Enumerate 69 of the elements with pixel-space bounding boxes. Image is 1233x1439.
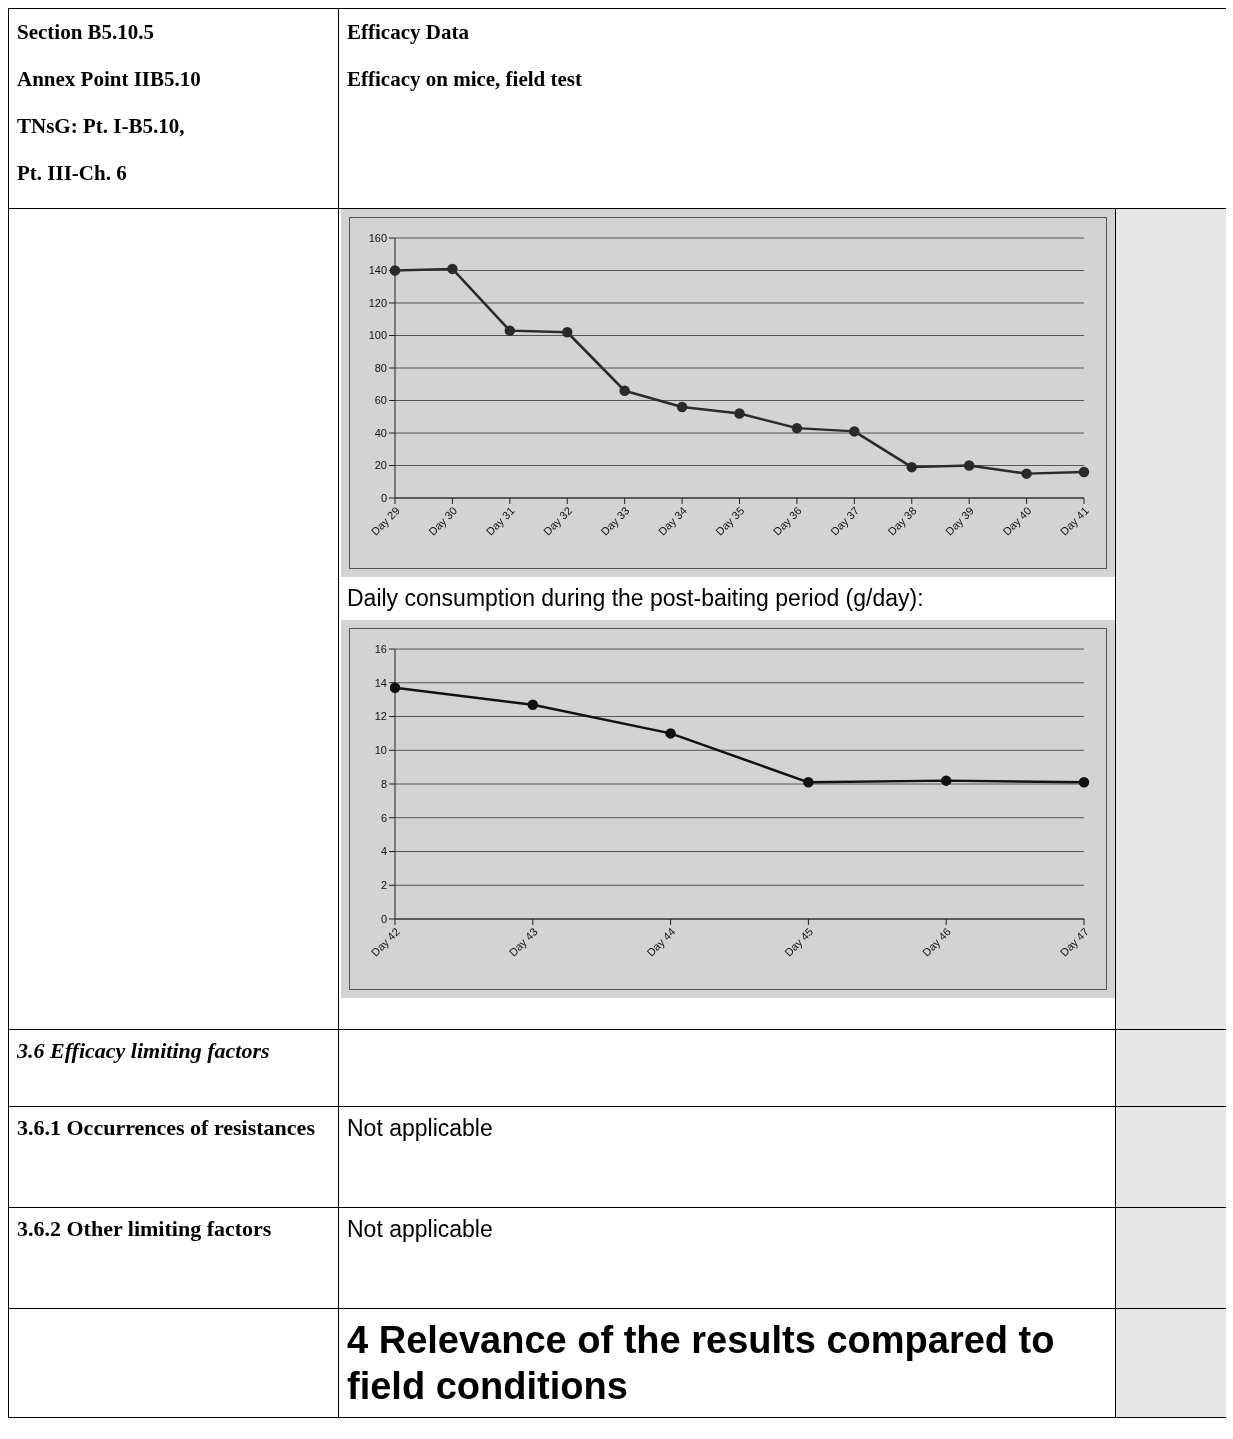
text: Efficacy on mice, field test bbox=[347, 66, 583, 93]
x-tick-label: Day 46 bbox=[920, 925, 954, 959]
point bbox=[849, 426, 860, 437]
x-tick-label: Day 37 bbox=[828, 504, 862, 538]
text: Section B5.10.5 bbox=[17, 19, 156, 46]
x-tick-label: Day 34 bbox=[655, 504, 690, 538]
x-tick-label: Day 47 bbox=[1057, 925, 1091, 959]
text: 4 Relevance of the results compared to field conditions bbox=[338, 1308, 1116, 1418]
point bbox=[906, 461, 917, 473]
point bbox=[803, 777, 814, 788]
y-tick-label: 160 bbox=[368, 231, 387, 244]
point bbox=[389, 682, 401, 694]
text: 3.6 Efficacy limiting factors bbox=[8, 1029, 339, 1107]
text: 3.6.2 Other limiting factors bbox=[8, 1207, 339, 1309]
point bbox=[527, 699, 539, 710]
x-tick-label: Day 45 bbox=[782, 925, 816, 959]
point bbox=[963, 460, 975, 471]
y-tick-label: 2 bbox=[380, 879, 387, 892]
x-tick-label: Day 35 bbox=[713, 504, 747, 538]
point bbox=[1078, 777, 1090, 788]
point bbox=[1078, 466, 1090, 478]
x-tick-label: Day 29 bbox=[368, 504, 402, 538]
y-tick-label: 10 bbox=[374, 744, 387, 757]
point bbox=[1021, 468, 1032, 479]
point bbox=[676, 401, 688, 413]
y-tick-label: 80 bbox=[374, 361, 387, 374]
point bbox=[734, 408, 745, 419]
y-tick-label: 8 bbox=[380, 777, 387, 790]
x-tick-label: Day 41 bbox=[1057, 504, 1091, 538]
y-tick-label: 16 bbox=[374, 642, 387, 655]
x-tick-label: Day 36 bbox=[770, 504, 804, 538]
chart-title: Daily consumption during the post-baiting period (g/day): bbox=[347, 585, 925, 612]
y-tick-label: 12 bbox=[374, 710, 387, 723]
text: Pt. III-Ch. 6 bbox=[17, 160, 128, 187]
y-tick-label: 20 bbox=[374, 459, 387, 472]
x-tick-label: Day 44 bbox=[644, 925, 678, 959]
y-tick-label: 0 bbox=[380, 912, 387, 925]
text: 3.6.1 Occurrences of resistances bbox=[8, 1106, 339, 1208]
text: Not applicable bbox=[338, 1106, 1116, 1208]
x-tick-label: Day 31 bbox=[483, 504, 517, 538]
point bbox=[940, 775, 952, 786]
point bbox=[504, 325, 516, 336]
y-tick-label: 6 bbox=[380, 811, 387, 824]
y-tick-label: 14 bbox=[374, 676, 387, 689]
y-tick-label: 60 bbox=[374, 394, 387, 407]
point bbox=[791, 422, 803, 434]
x-tick-label: Day 43 bbox=[506, 925, 540, 959]
point bbox=[447, 263, 458, 275]
y-tick-label: 120 bbox=[368, 296, 387, 309]
x-tick-label: Day 42 bbox=[368, 925, 402, 959]
x-tick-label: Day 33 bbox=[598, 504, 632, 538]
y-tick-label: 100 bbox=[368, 329, 387, 342]
y-tick-label: 0 bbox=[380, 491, 387, 504]
point bbox=[389, 265, 401, 276]
y-tick-label: 140 bbox=[368, 264, 387, 277]
x-tick-label: Day 38 bbox=[885, 504, 919, 538]
point bbox=[562, 327, 573, 338]
x-tick-label: Day 39 bbox=[942, 504, 977, 538]
x-tick-label: Day 40 bbox=[1000, 504, 1034, 538]
point bbox=[619, 385, 630, 396]
point bbox=[665, 728, 676, 739]
x-tick-label: Day 32 bbox=[541, 504, 575, 538]
text: Not applicable bbox=[338, 1207, 1116, 1309]
y-tick-label: 40 bbox=[374, 426, 387, 439]
text: TNsG: Pt. I-B5.10, bbox=[17, 113, 186, 140]
x-tick-label: Day 30 bbox=[426, 504, 460, 538]
text: Annex Point IIB5.10 bbox=[17, 66, 202, 93]
y-tick-label: 4 bbox=[380, 845, 387, 858]
text: Efficacy Data bbox=[347, 19, 470, 46]
